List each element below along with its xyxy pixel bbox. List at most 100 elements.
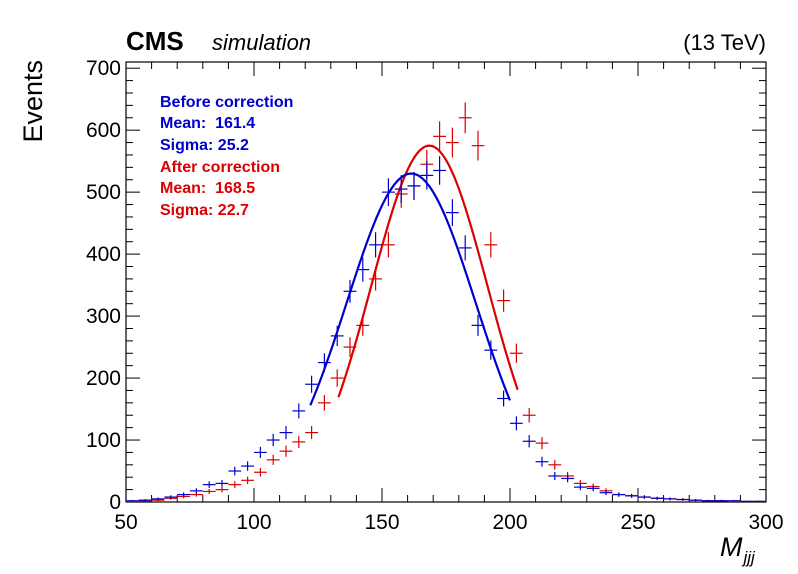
before-data-point: [548, 471, 562, 480]
after-data-point: [215, 486, 229, 493]
y-tick-label: 600: [86, 119, 121, 142]
before-data-point: [292, 403, 306, 419]
before-data-point: [522, 435, 536, 448]
simulation-label: simulation: [212, 30, 311, 55]
before-data-point: [254, 446, 267, 458]
after-data-point: [497, 289, 510, 312]
series-before-correction: [126, 156, 766, 502]
axis-ticks: [125, 62, 767, 503]
after-data-point: [382, 232, 395, 258]
x-axis-title-subscript: jjj: [742, 548, 757, 567]
x-tick-label: 250: [620, 511, 655, 534]
x-tick-label: 50: [114, 511, 137, 534]
before-gaussian-fit: [309, 172, 512, 406]
after-gaussian-fit: [337, 144, 519, 398]
before-data-point: [215, 480, 229, 487]
before-data-point: [151, 497, 165, 501]
before-data-point: [727, 499, 741, 502]
before-data-point: [612, 492, 626, 497]
y-tick-label: 300: [86, 305, 121, 328]
after-data-point: [228, 481, 242, 488]
x-tick-label: 100: [236, 511, 271, 534]
y-tick-label: 0: [109, 491, 121, 514]
before-data-point: [305, 375, 318, 393]
legend-before-title: Before correction: [160, 94, 293, 111]
after-data-point: [433, 121, 446, 152]
before-data-point: [177, 492, 190, 497]
before-data-point: [420, 161, 434, 190]
after-data-point: [254, 467, 267, 477]
before-data-point: [266, 433, 280, 447]
before-data-point: [714, 499, 728, 502]
legend: Before correction Mean: 161.4 Sigma: 25.…: [160, 94, 293, 219]
before-data-point: [241, 461, 254, 471]
y-tick-label: 500: [86, 181, 121, 204]
before-data-point: [202, 481, 216, 488]
before-data-point: [407, 171, 421, 200]
plot-frame: [125, 61, 767, 503]
legend-after-title: After correction: [160, 159, 280, 176]
before-data-point: [458, 235, 472, 261]
before-data-point: [446, 199, 459, 226]
y-axis-title: Events: [18, 60, 48, 143]
before-data-point: [164, 495, 178, 499]
legend-before-sigma: Sigma: 25.2: [160, 137, 249, 154]
before-data-point: [599, 490, 613, 496]
after-data-point: [458, 102, 472, 134]
axis-tick-labels: 50 100 150 200 250 300 0 100 200 300 400 500 600 700: [86, 57, 784, 534]
after-data-point: [318, 395, 331, 411]
x-tick-label: 300: [748, 511, 783, 534]
x-tick-label: 200: [492, 511, 527, 534]
after-data-point: [330, 369, 344, 387]
after-data-point: [305, 426, 318, 440]
after-data-point: [241, 476, 254, 484]
before-data-point: [138, 499, 152, 502]
before-data-point: [497, 390, 510, 407]
before-data-point: [574, 484, 587, 491]
after-data-point: [446, 127, 459, 158]
after-data-point: [484, 232, 498, 258]
before-data-point: [586, 485, 600, 492]
before-data-point: [702, 499, 715, 502]
before-data-point: [663, 497, 677, 501]
after-data-point: [266, 454, 280, 465]
x-axis-title-main: M: [720, 532, 743, 562]
energy-label: (13 TeV): [683, 30, 766, 55]
after-data-point: [510, 343, 523, 363]
legend-after-sigma: Sigma: 22.7: [160, 202, 249, 219]
after-data-point: [202, 488, 216, 495]
after-data-point: [535, 437, 549, 450]
after-data-point: [522, 407, 536, 423]
before-data-point: [625, 493, 638, 498]
before-data-point: [535, 456, 549, 467]
y-tick-label: 400: [86, 243, 121, 266]
after-data-point: [548, 460, 562, 470]
y-tick-label: 700: [86, 57, 121, 80]
before-data-point: [510, 416, 523, 431]
after-data-point: [292, 435, 306, 448]
after-data-point: [471, 130, 485, 161]
x-axis-title: Mjjj: [720, 532, 756, 567]
before-data-point: [190, 488, 203, 494]
before-data-point: [394, 175, 408, 203]
before-data-point: [433, 156, 446, 185]
y-tick-label: 100: [86, 429, 121, 452]
before-data-point: [279, 426, 293, 440]
cms-label: CMS: [126, 26, 184, 56]
before-data-point: [740, 500, 754, 502]
y-tick-label: 200: [86, 367, 121, 390]
before-data-point: [753, 500, 766, 502]
x-tick-label: 150: [364, 511, 399, 534]
before-data-point: [126, 499, 139, 502]
before-data-point: [369, 232, 382, 258]
before-data-point: [228, 466, 242, 476]
before-data-point: [689, 499, 702, 502]
before-data-point: [676, 498, 690, 501]
legend-before-mean: Mean: 161.4: [160, 115, 255, 132]
before-data-point: [638, 495, 651, 499]
legend-after-mean: Mean: 168.5: [160, 180, 255, 197]
after-data-point: [279, 445, 293, 457]
before-data-point: [650, 496, 664, 500]
before-data-point: [561, 474, 574, 483]
